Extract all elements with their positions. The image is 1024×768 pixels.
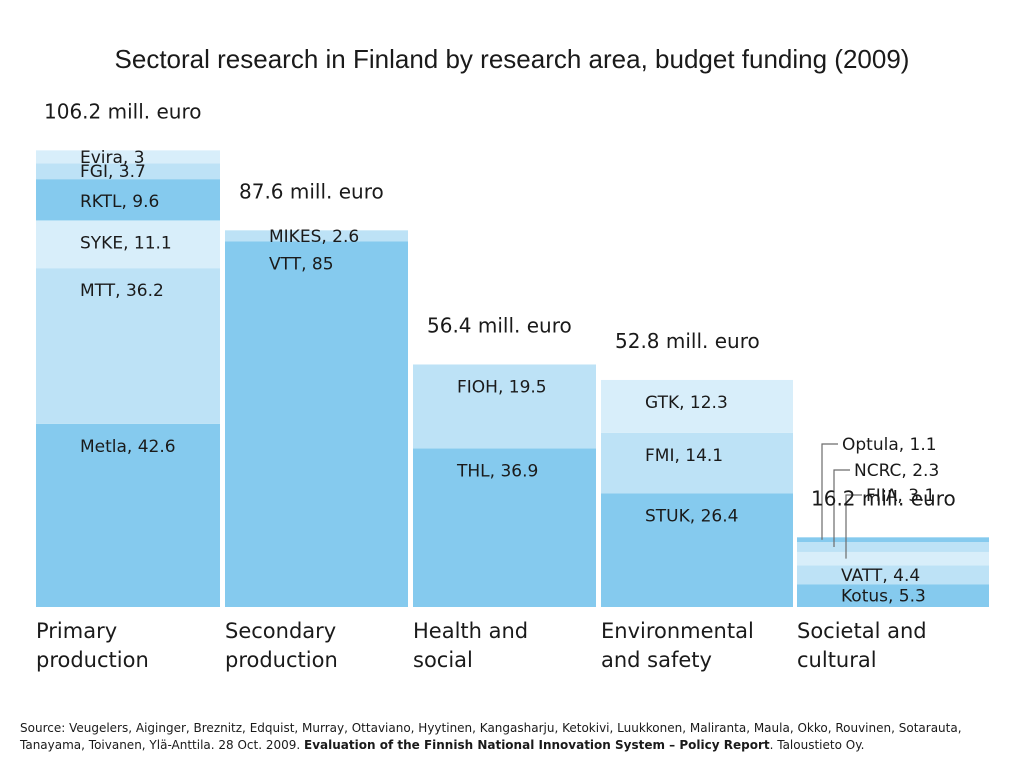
- category-label: Secondary: [225, 619, 336, 643]
- total-label: 56.4 mill. euro: [427, 313, 572, 337]
- category-label: production: [36, 648, 149, 672]
- category-label: and safety: [601, 648, 712, 672]
- segment-label: Kotus, 5.3: [841, 587, 926, 607]
- bar-segment: [797, 542, 989, 552]
- segment-label: Metla, 42.6: [80, 437, 176, 457]
- category-label: Primary: [36, 619, 117, 643]
- bar-segment: [797, 584, 989, 607]
- bar-segment: [225, 241, 408, 607]
- bar-segment: [36, 150, 220, 164]
- segment-label: VTT, 85: [269, 255, 334, 275]
- callout-line: [821, 443, 838, 540]
- segment-label: FIOH, 19.5: [457, 377, 547, 397]
- source-report-title: Evaluation of the Finnish National Innov…: [304, 738, 770, 752]
- segment-label: SYKE, 11.1: [80, 233, 172, 253]
- category-label: Environmental: [601, 619, 754, 643]
- bar-segment: [36, 179, 220, 221]
- bar-segment: [413, 364, 596, 449]
- bar-segment: [413, 448, 596, 607]
- callout-label: NCRC, 2.3: [854, 461, 939, 481]
- category-label: cultural: [797, 648, 877, 672]
- segment-label: FGI, 3.7: [80, 162, 146, 182]
- total-label: 52.8 mill. euro: [615, 329, 760, 353]
- total-label: 16.2 mill. euro: [811, 486, 956, 510]
- bar-segment: [36, 163, 220, 180]
- segment-label: MTT, 36.2: [80, 281, 164, 301]
- total-label: 87.6 mill. euro: [239, 179, 384, 203]
- category-label: Health and: [413, 619, 528, 643]
- bar-segment: [797, 537, 989, 543]
- source-publisher: . Taloustieto Oy.: [769, 738, 865, 752]
- segment-label: VATT, 4.4: [841, 566, 920, 586]
- bar-segment: [225, 230, 408, 242]
- stacked-bar-chart: Metla, 42.6 MTT, 36.2 SYKE, 11.1 RKTL, 9.6 F…: [36, 99, 989, 672]
- bar-segment: [36, 220, 220, 269]
- category-label: production: [225, 648, 338, 672]
- bar-segment: [797, 565, 989, 585]
- bar-segment: [797, 551, 989, 566]
- category-label: Societal and: [797, 619, 927, 643]
- bar-segment: [601, 493, 793, 607]
- segment-label: RKTL, 9.6: [80, 192, 159, 212]
- segment-label: FMI, 14.1: [645, 446, 723, 466]
- callout-label: Optula, 1.1: [842, 435, 937, 455]
- category-label: social: [413, 648, 473, 672]
- callout-label: FIIA, 3.1: [866, 486, 935, 506]
- total-label: 106.2 mill. euro: [44, 99, 201, 123]
- segment-label: GTK, 12.3: [645, 393, 728, 413]
- bar-segment: [36, 268, 220, 424]
- callout-line: [845, 494, 862, 559]
- bar-segment: [601, 379, 793, 433]
- callout-line: [833, 469, 850, 548]
- segment-label: MIKES, 2.6: [269, 227, 359, 247]
- source-note: Source: Veugelers, Aiginger, Breznitz, E…: [20, 720, 1010, 754]
- bar-segment: [36, 423, 220, 607]
- segment-label: STUK, 26.4: [645, 506, 738, 526]
- source-text: Source: Veugelers, Aiginger, Breznitz, E…: [20, 721, 962, 752]
- bar-segment: [601, 432, 793, 494]
- segment-label: THL, 36.9: [456, 461, 538, 481]
- segment-label: Evira, 3: [80, 148, 145, 168]
- chart-title: Sectoral research in Finland by research…: [114, 44, 910, 74]
